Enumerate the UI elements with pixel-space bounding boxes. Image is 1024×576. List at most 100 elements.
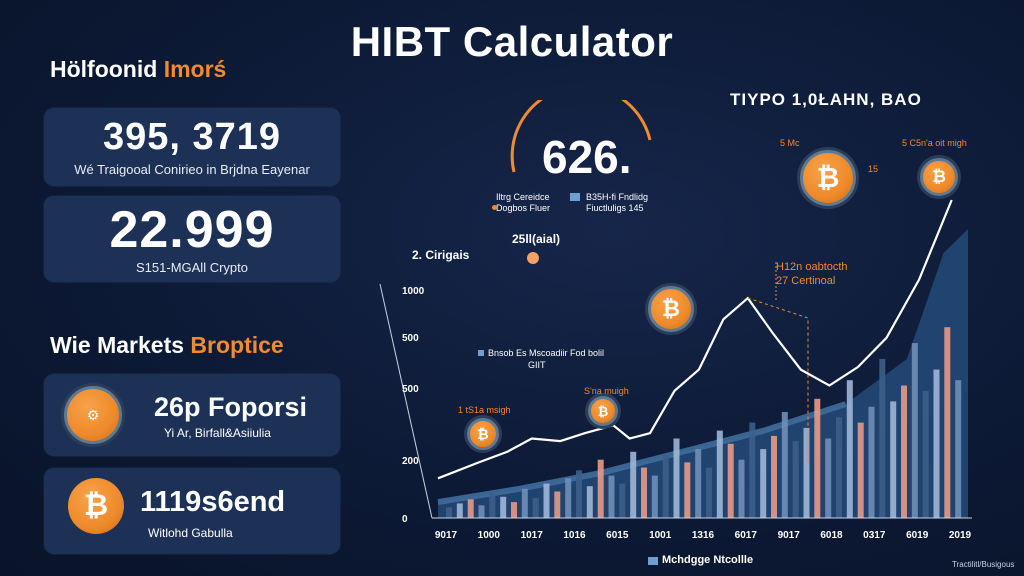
coin-label-2: S'na muigh	[584, 386, 629, 396]
corner-note: Tractilitl/Busigous	[952, 560, 1015, 569]
stats-heading-white: Hölfoonid	[50, 56, 158, 82]
x-tick-label: 1000	[478, 530, 501, 541]
bar	[706, 467, 712, 518]
gauge-legend-dot-1	[492, 205, 497, 210]
bar	[576, 470, 582, 518]
bar	[478, 505, 485, 518]
x-tick-label: 6018	[820, 530, 843, 541]
page-title: HIBT Calculator	[350, 18, 674, 65]
x-tick-label: 1017	[521, 530, 544, 541]
bitcoin-coin-small: ₿	[588, 396, 618, 426]
gauge-legend-2-line1: B35H-fi Fndlidg	[586, 192, 649, 202]
stats-heading-accent: Imorś	[163, 56, 227, 82]
market-name-1: 26p Foporsi	[154, 392, 308, 422]
x-tick-label: 1316	[692, 530, 715, 541]
x-tick-label: 9017	[778, 530, 801, 541]
x-tick-label: 9017	[435, 530, 458, 541]
bar	[684, 462, 691, 518]
bar	[727, 443, 734, 518]
bar	[933, 369, 940, 518]
bar	[760, 449, 767, 518]
gauge-legend-swatch	[570, 193, 580, 201]
coin-label-5: 5 Mc	[780, 138, 800, 148]
bar	[901, 385, 907, 518]
stats-heading: Hölfoonid Imorś	[50, 56, 226, 83]
gauge-legend-2: B35H-fi Fndlidg Fiuctluligs 145	[586, 192, 676, 214]
market-name-2: 1119s6end	[140, 486, 286, 518]
bar	[814, 398, 821, 519]
bar	[695, 449, 702, 518]
coin-label-1: 1 tS1a msigh	[458, 405, 511, 415]
bar	[543, 483, 550, 518]
bar	[500, 496, 507, 518]
mid-label-swatch	[478, 350, 484, 356]
bar	[641, 467, 647, 518]
bar	[857, 422, 864, 518]
market-card-1[interactable]: ⚙ 26p Foporsi Yi Ar, Birfall&Asiiulia	[44, 374, 340, 456]
bar	[651, 475, 658, 518]
bar	[846, 380, 853, 518]
stat-caption-1: Wé Traigooal Conirieo in Brjdna Eayenar	[74, 162, 310, 177]
bottom-legend: Mchdgge Ntcollle	[662, 554, 753, 566]
gauge-legend-1-line2: Dogbos Fluer	[496, 203, 551, 213]
bitcoin-coin-top-right: ₿	[920, 158, 958, 196]
area-series	[438, 229, 968, 518]
bar	[467, 499, 474, 518]
market-sub-1: Yi Ar, Birfall&Asiiulia	[164, 426, 271, 440]
bar	[749, 422, 756, 518]
bar	[803, 427, 810, 518]
bar	[868, 406, 875, 518]
bar	[792, 441, 799, 518]
bar	[662, 454, 669, 518]
market-card-2[interactable]: ₿ 1119s6end Witlohd Gabulla	[44, 468, 340, 554]
bottom-legend-swatch	[648, 557, 658, 565]
mid-label-1: Bnsob Es Mscoadiir Fod bolil	[488, 348, 605, 358]
x-tick-label: 1001	[649, 530, 672, 541]
bar	[922, 390, 929, 518]
bottom-legend-text: Mchdgge Ntcollle	[662, 554, 754, 566]
stat-card-1: 395, 3719 Wé Traigooal Conirieo in Brjdn…	[44, 108, 340, 186]
bar	[521, 488, 528, 518]
bar	[532, 498, 539, 518]
gauge-legend-1: Iltrg Cereidce Dogbos Fluer	[496, 192, 576, 214]
bar	[586, 486, 593, 518]
bar	[771, 435, 777, 518]
callout-line-2: 27 Certinoal	[776, 275, 836, 287]
bar	[911, 343, 918, 518]
annotation-dot	[527, 252, 539, 264]
markets-heading: Wie Markets Broptice	[50, 332, 284, 359]
bar	[836, 417, 842, 518]
bar	[630, 451, 637, 519]
bar	[446, 507, 452, 518]
bar	[781, 412, 788, 518]
bar	[511, 502, 517, 518]
bitcoin-coin-left: ₿	[467, 418, 499, 450]
stat-caption-2: S151-MGAll Crypto	[136, 260, 248, 275]
y-tick-label: 1000	[402, 286, 425, 297]
x-tick-label: 6019	[906, 530, 929, 541]
bar	[955, 380, 962, 518]
stat-card-2: 22.999 S151-MGAll Crypto	[44, 196, 340, 282]
bar	[716, 430, 723, 518]
x-tick-label: 1016	[563, 530, 586, 541]
bar	[890, 401, 897, 518]
bar	[565, 478, 572, 519]
bar	[879, 359, 886, 518]
gauge-legend-1-line1: Iltrg Cereidce	[496, 192, 550, 202]
mid-label-2: GIIT	[528, 360, 546, 370]
y-tick-label: 0	[402, 514, 408, 525]
coin-label-4: 5 C5n'a oit migh	[902, 138, 967, 148]
callout-line-1: H12n oabtocth	[776, 261, 848, 273]
bar	[608, 475, 615, 518]
bar	[825, 438, 832, 518]
bar	[456, 503, 463, 518]
y-tick-label: 500	[402, 384, 419, 395]
bar	[944, 327, 951, 518]
bar	[489, 492, 496, 518]
y-tick-label: 500	[402, 333, 419, 344]
y-tick-label: 200	[402, 456, 419, 467]
area-ridge	[437, 401, 847, 506]
y-axis	[379, 283, 433, 519]
bitcoin-coin-top: ₿	[800, 150, 856, 206]
